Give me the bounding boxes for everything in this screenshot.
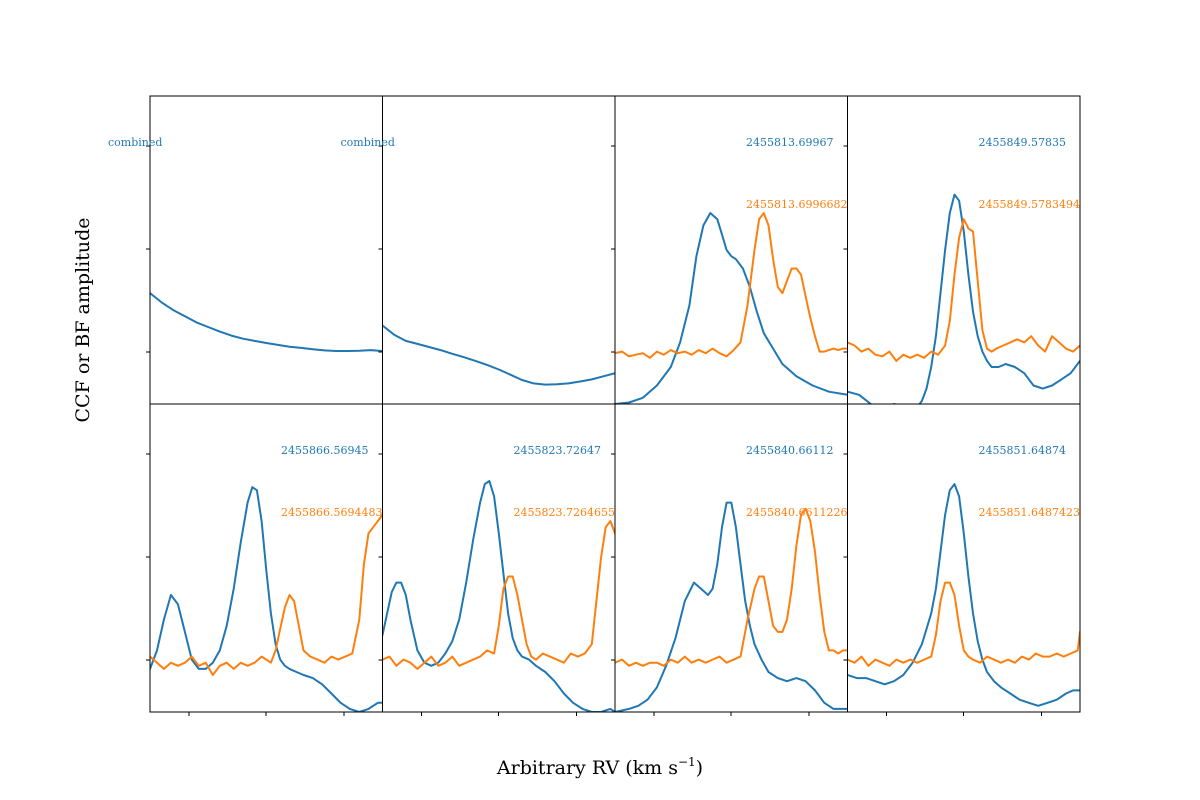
series-line-blue [847,193,1080,404]
series-label-blue: 2455866.56945 [281,444,368,457]
series-line-orange [615,507,848,667]
series-label-orange: 2455849.5783494 [979,198,1080,211]
series-line-orange [150,513,383,676]
series-line-blue [150,486,383,712]
subplot-4: 2455849.57835 2455849.5783494 [843,95,1081,405]
series-label-orange: 2455813.6996682 [746,198,847,211]
series-line-blue [615,212,848,404]
series-line-blue [847,483,1080,707]
subplot-3: 2455813.69967 2455813.6996682 [611,95,848,405]
series-label-orange: 2455851.6487423 [979,506,1080,519]
subplot-7: 2455840.66112 2455840.6611226 [611,403,848,716]
series-label-blue: combined [341,136,395,149]
subplot-5: 2455866.56945 2455866.5694483 [146,403,383,716]
series-label-blue: combined [108,136,162,149]
series-line-blue [150,292,383,352]
subplot-6: 2455823.72647 2455823.7264655 [378,403,616,716]
series-label-orange: 2455866.5694483 [281,506,382,519]
series-line-orange [615,212,848,359]
series-line-blue [615,501,848,712]
series-line-blue [382,324,615,386]
series-label-blue: 2455840.66112 [746,444,833,457]
subplot-grid: combined combined 2455813.699672455813.699… [108,95,1081,716]
x-axis-title: Arbitrary RV (km s−1) [496,755,703,779]
subplot-frame [382,95,616,405]
series-label-blue: 2455849.57835 [979,136,1066,149]
subplot-8: 2455851.64874 2455851.6487423 [843,403,1081,716]
series-label-orange: 2455823.7264655 [514,506,615,519]
series-line-orange [847,218,1080,362]
series-line-orange [847,581,1080,667]
series-label-blue: 2455813.69967 [746,136,833,149]
series-line-orange [382,520,615,670]
series-label-blue: 2455823.72647 [514,444,601,457]
series-label-blue: 2455851.64874 [979,444,1066,457]
series-label-orange: 2455840.6611226 [746,506,847,519]
subplot-2: combined [341,95,616,405]
series-line-blue [382,480,615,712]
y-axis-title: CCF or BF amplitude [72,218,94,423]
